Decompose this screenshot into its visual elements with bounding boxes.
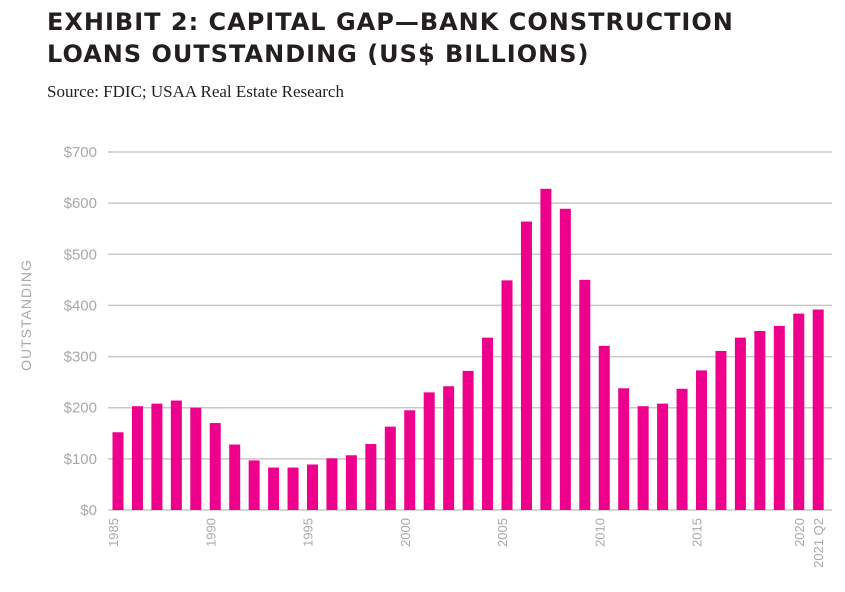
bar-2021-q2	[812, 309, 824, 510]
x-tick-label: 1995	[301, 518, 316, 547]
bar-2015	[696, 370, 707, 510]
bar-1996	[326, 458, 338, 510]
bar-1997	[345, 455, 357, 510]
bar-1985	[112, 432, 124, 510]
x-axis-ticks: 1985 1990 1995 2000 2005 2010 2015 2020 2021 Q2	[106, 518, 826, 568]
bar-1989	[190, 407, 202, 510]
y-tick-label: $0	[80, 502, 97, 519]
bar-1994	[287, 467, 299, 510]
bar-2010	[598, 345, 610, 510]
bar-2020	[793, 313, 805, 510]
bar-2002	[443, 386, 455, 510]
bar-1986	[131, 406, 143, 510]
bar-2018	[754, 331, 766, 510]
y-axis-ticks: $0 $100 $200 $300 $400 $500 $600 $700	[64, 144, 97, 519]
y-tick-label: $400	[64, 297, 97, 314]
y-tick-label: $300	[64, 349, 97, 366]
chart-title: EXHIBIT 2: CAPITAL GAP—BANK CONSTRUCTION…	[47, 6, 734, 70]
chart-title-line-1: EXHIBIT 2: CAPITAL GAP—BANK CONSTRUCTION	[47, 8, 734, 36]
x-tick-label: 2000	[398, 518, 413, 547]
bar-1988	[170, 400, 182, 510]
bar-2012	[637, 406, 649, 510]
y-axis-label: OUTSTANDING	[18, 259, 34, 371]
bars	[112, 188, 824, 511]
x-tick-label: 2005	[495, 518, 510, 547]
bar-2019	[773, 325, 785, 510]
bar-2003	[462, 370, 474, 510]
x-tick-label: 2010	[592, 518, 607, 547]
y-tick-label: $600	[64, 195, 97, 212]
bar-2001	[423, 392, 435, 510]
bar-2016	[715, 350, 727, 510]
bar-2017	[734, 337, 746, 510]
bar-2009	[579, 279, 591, 510]
x-tick-label: 1985	[106, 518, 121, 547]
bar-2014	[676, 388, 688, 510]
bar-2011	[618, 388, 630, 510]
y-tick-label: $200	[64, 400, 97, 417]
bar-1992	[248, 460, 260, 510]
x-tick-label: 2021 Q2	[811, 518, 826, 568]
bar-1995	[307, 464, 318, 510]
bar-2007	[540, 188, 552, 510]
bar-1993	[268, 467, 280, 510]
bar-2004	[482, 337, 494, 510]
chart-title-line-2: LOANS OUTSTANDING (US$ BILLIONS)	[47, 40, 590, 68]
bar-2000	[404, 410, 416, 510]
bar-1998	[365, 444, 377, 510]
bar-1999	[384, 426, 396, 510]
y-tick-label: $500	[64, 246, 97, 263]
source-note: Source: FDIC; USAA Real Estate Research	[47, 82, 344, 101]
bar-2005	[501, 280, 513, 510]
bar-2013	[657, 403, 669, 510]
bar-2008	[559, 208, 571, 511]
bar-1990	[209, 423, 221, 510]
y-tick-label: $700	[64, 144, 97, 161]
bar-2006	[520, 221, 532, 510]
x-tick-label: 1990	[203, 518, 218, 547]
bar-1991	[229, 444, 241, 510]
x-tick-label: 2015	[690, 518, 705, 547]
x-tick-label: 2020	[792, 518, 807, 547]
bar-1987	[151, 403, 163, 510]
y-tick-label: $100	[64, 451, 97, 468]
